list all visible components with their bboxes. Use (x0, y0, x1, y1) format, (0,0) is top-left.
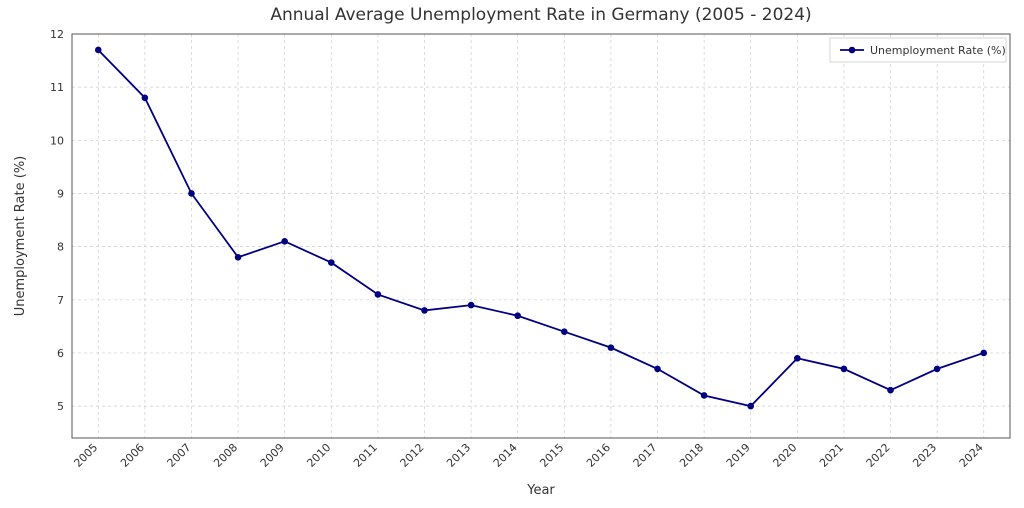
data-point (188, 190, 195, 197)
x-tick-label: 2006 (118, 441, 147, 470)
y-tick-label: 7 (57, 294, 64, 307)
data-point (841, 366, 848, 373)
y-tick-label: 5 (57, 400, 64, 413)
legend: Unemployment Rate (%) (830, 38, 1006, 62)
x-tick-label: 2020 (770, 441, 799, 470)
chart-title: Annual Average Unemployment Rate in Germ… (270, 5, 811, 25)
line-chart: Annual Average Unemployment Rate in Germ… (0, 0, 1024, 508)
y-tick-label: 10 (50, 134, 64, 147)
x-tick-label: 2010 (304, 441, 333, 470)
data-point (421, 307, 428, 314)
x-tick-label: 2009 (258, 441, 287, 470)
x-tick-label: 2005 (71, 441, 100, 470)
x-tick-label: 2014 (491, 441, 520, 470)
chart-container: Annual Average Unemployment Rate in Germ… (0, 0, 1024, 508)
data-point (887, 387, 894, 394)
data-point (375, 291, 382, 298)
y-axis-label: Unemployment Rate (%) (13, 156, 28, 317)
data-point (468, 302, 475, 309)
data-point (281, 238, 288, 245)
data-point (608, 344, 615, 351)
x-tick-label: 2021 (817, 441, 846, 470)
data-point (142, 94, 149, 101)
x-tick-label: 2008 (211, 441, 240, 470)
x-tick-label: 2017 (631, 441, 660, 470)
x-tick-label: 2011 (351, 441, 380, 470)
x-tick-labels: 2005 2006 2007 2008 2009 2010 2011 2012 2013 2014… (71, 441, 985, 470)
x-tick-label: 2013 (444, 441, 473, 470)
x-tick-label: 2022 (864, 441, 893, 470)
data-point (235, 254, 242, 261)
x-tick-label: 2015 (537, 441, 566, 470)
y-gridlines (72, 34, 1010, 406)
data-point (934, 366, 941, 373)
x-tick-label: 2016 (584, 441, 613, 470)
data-point (561, 328, 568, 335)
x-tick-label: 2018 (677, 441, 706, 470)
data-point (514, 312, 521, 319)
y-tick-label: 9 (57, 187, 64, 200)
series-markers (95, 47, 987, 410)
data-point (980, 350, 987, 357)
y-tick-label: 11 (50, 81, 64, 94)
data-point (328, 259, 335, 266)
x-gridlines (98, 34, 983, 438)
data-point (747, 403, 754, 410)
data-point (701, 392, 708, 399)
x-axis-label: Year (526, 483, 555, 498)
legend-label: Unemployment Rate (%) (870, 44, 1006, 57)
data-point (794, 355, 801, 362)
y-tick-label: 12 (50, 28, 64, 41)
x-tick-label: 2023 (910, 441, 939, 470)
y-tick-labels: 5 6 7 8 9 10 11 12 (50, 28, 64, 413)
x-tick-label: 2024 (957, 441, 986, 470)
y-tick-label: 8 (57, 241, 64, 254)
plot-border (72, 34, 1010, 438)
legend-marker-sample (849, 47, 856, 54)
x-tick-label: 2012 (398, 441, 427, 470)
x-tick-label: 2019 (724, 441, 753, 470)
data-point (654, 366, 661, 373)
data-point (95, 47, 102, 54)
y-tick-label: 6 (57, 347, 64, 360)
x-tick-label: 2007 (165, 441, 194, 470)
